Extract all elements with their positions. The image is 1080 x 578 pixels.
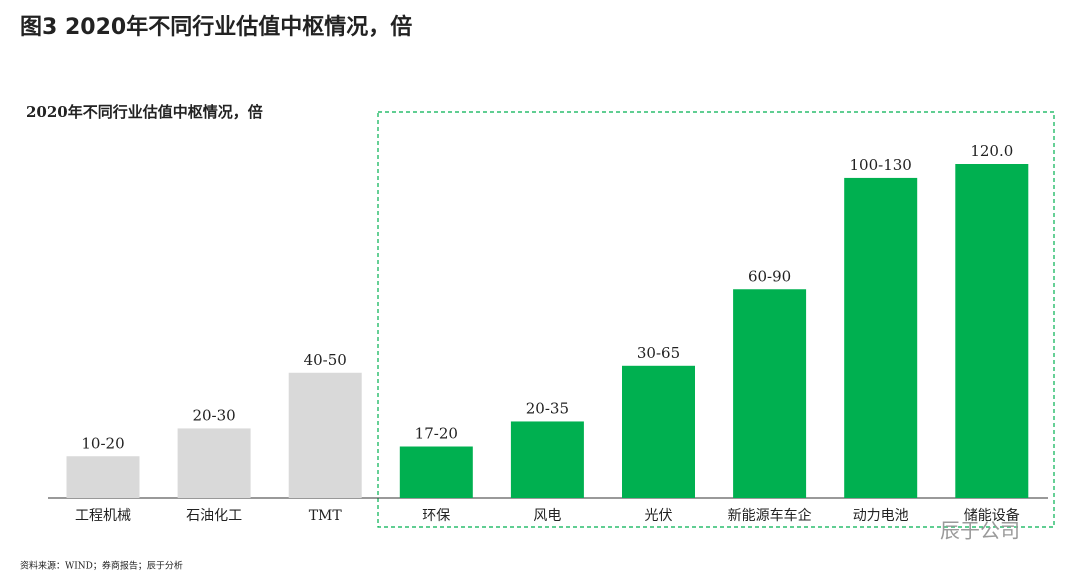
value-label: 30-65 [637, 344, 680, 362]
bar [622, 365, 695, 498]
value-label: 40-50 [304, 351, 347, 369]
x-tick-label: 环保 [422, 508, 450, 524]
x-tick-label: 新能源车车企 [728, 507, 812, 524]
x-tick-label: 石油化工 [186, 508, 242, 524]
bar [955, 164, 1029, 498]
value-label: 10-20 [81, 434, 124, 452]
bar [288, 372, 362, 498]
value-label: 17-20 [415, 425, 458, 443]
highlight-box [377, 111, 1055, 528]
x-tick-label: 工程机械 [75, 508, 131, 524]
bar [844, 177, 918, 498]
x-tick-label: 储能设备 [964, 507, 1020, 524]
x-tick-label: 动力电池 [853, 508, 909, 524]
x-tick-label: 光伏 [645, 508, 673, 524]
chart-subtitle: 2020年不同行业估值中枢情况，倍 [26, 103, 263, 121]
watermark: 辰于公司 [940, 519, 1020, 543]
bar [66, 456, 140, 498]
x-tick-label: TMT [309, 508, 343, 524]
value-label: 20-30 [192, 406, 235, 424]
bar [733, 289, 807, 498]
value-label: 20-35 [526, 399, 569, 417]
chart-title: 图3 2020年不同行业估值中枢情况，倍 [20, 14, 412, 40]
value-label: 60-90 [748, 267, 791, 285]
source: 资料来源：WIND；券商报告；辰于分析 [20, 560, 183, 572]
bar [399, 446, 473, 498]
x-tick-label: 风电 [533, 508, 561, 524]
value-label: 100-130 [850, 156, 912, 174]
value-label: 120.0 [970, 142, 1013, 160]
bar [177, 428, 251, 498]
bar [510, 421, 584, 498]
